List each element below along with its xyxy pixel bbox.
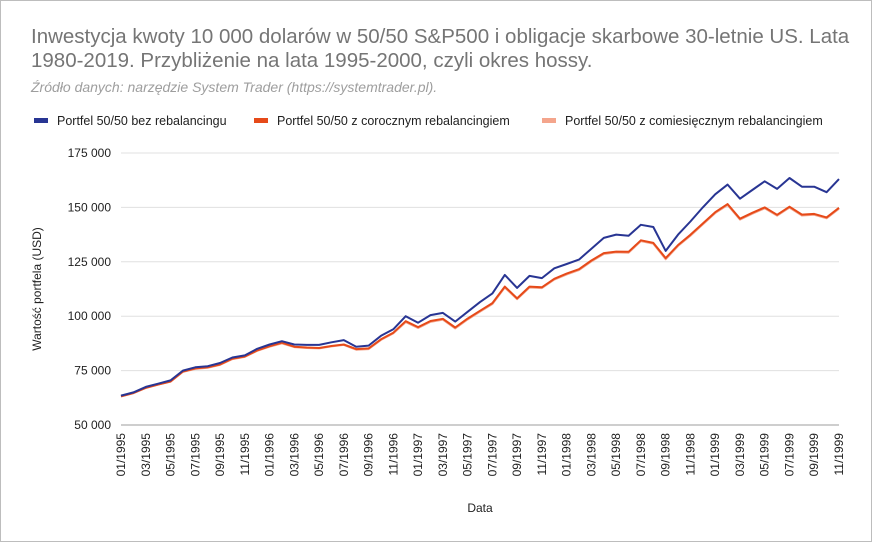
x-tick-label: 05/1997: [461, 433, 475, 477]
series-line-3: [120, 204, 840, 398]
x-tick-label: 03/1997: [436, 433, 450, 477]
series-line-1: [120, 177, 840, 397]
series-line-2: [120, 203, 840, 398]
legend-label-2: Portfel 50/50 z corocznym rebalancingiem: [277, 114, 510, 128]
x-tick-label: 01/1999: [708, 433, 722, 477]
legend-label-1: Portfel 50/50 bez rebalancingu: [57, 114, 227, 128]
x-tick-label: 09/1997: [510, 433, 524, 477]
y-tick-label: 100 000: [68, 309, 112, 323]
x-tick-label: 07/1996: [337, 433, 351, 477]
x-tick-label: 09/1995: [213, 433, 227, 477]
legend-swatch-1: [34, 118, 48, 123]
x-tick-label: 09/1998: [659, 433, 673, 477]
x-tick-label: 07/1995: [188, 433, 202, 477]
x-tick-label: 03/1999: [733, 433, 747, 477]
x-tick-label: 11/1995: [238, 433, 252, 476]
legend-label-3: Portfel 50/50 z comiesięcznym rebalancin…: [565, 114, 823, 128]
x-tick-label: 07/1998: [634, 433, 648, 477]
x-tick-label: 01/1998: [560, 433, 574, 477]
y-tick-label: 150 000: [68, 200, 112, 214]
y-tick-label: 125 000: [68, 255, 112, 269]
y-axis-title: Wartość portfela (USD): [30, 227, 44, 351]
x-tick-label: 11/1998: [683, 433, 697, 476]
chart-subtitle: Źródło danych: narzędzie System Trader (…: [31, 79, 438, 95]
x-tick-label: 03/1998: [584, 433, 598, 477]
x-tick-label: 05/1999: [758, 433, 772, 477]
x-tick-label: 01/1997: [411, 433, 425, 477]
legend-swatch-3: [542, 118, 556, 123]
x-tick-label: 11/1997: [535, 433, 549, 476]
x-tick-label: 03/1996: [287, 433, 301, 477]
x-tick-label: 07/1999: [782, 433, 796, 477]
x-tick-label: 03/1995: [139, 433, 153, 477]
x-axis-title: Data: [467, 501, 493, 515]
x-tick-label: 05/1996: [312, 433, 326, 477]
x-tick-label: 05/1995: [164, 433, 178, 477]
x-tick-label: 05/1998: [609, 433, 623, 477]
chart-title: Inwestycja kwoty 10 000 dolarów w 50/50 …: [31, 25, 850, 72]
x-tick-label: 11/1999: [832, 433, 846, 476]
y-tick-label: 50 000: [74, 418, 111, 432]
legend-swatch-2: [254, 118, 268, 123]
y-tick-label: 75 000: [74, 364, 111, 378]
x-tick-label: 11/1996: [386, 433, 400, 476]
x-tick-label: 09/1999: [807, 433, 821, 477]
x-tick-label: 01/1996: [263, 433, 277, 477]
x-tick-label: 07/1997: [485, 433, 499, 477]
y-tick-label: 175 000: [68, 146, 112, 160]
x-tick-label: 01/1995: [114, 433, 128, 477]
x-tick-label: 09/1996: [362, 433, 376, 477]
